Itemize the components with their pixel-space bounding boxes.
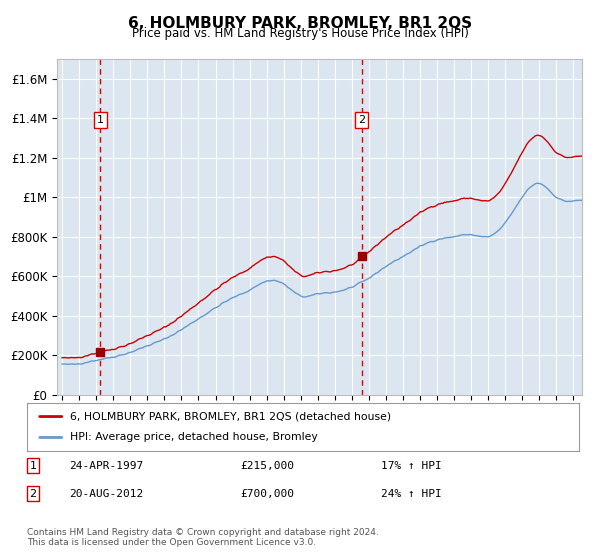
Text: 6, HOLMBURY PARK, BROMLEY, BR1 2QS: 6, HOLMBURY PARK, BROMLEY, BR1 2QS — [128, 16, 472, 31]
Text: £700,000: £700,000 — [240, 489, 294, 499]
Text: 1: 1 — [29, 461, 37, 471]
Text: 1: 1 — [97, 115, 104, 125]
Text: 6, HOLMBURY PARK, BROMLEY, BR1 2QS (detached house): 6, HOLMBURY PARK, BROMLEY, BR1 2QS (deta… — [70, 412, 391, 422]
Text: 2: 2 — [358, 115, 365, 125]
Text: Price paid vs. HM Land Registry's House Price Index (HPI): Price paid vs. HM Land Registry's House … — [131, 27, 469, 40]
Text: HPI: Average price, detached house, Bromley: HPI: Average price, detached house, Brom… — [70, 432, 318, 442]
Text: Contains HM Land Registry data © Crown copyright and database right 2024.
This d: Contains HM Land Registry data © Crown c… — [27, 528, 379, 547]
Text: 24% ↑ HPI: 24% ↑ HPI — [381, 489, 442, 499]
Text: 24-APR-1997: 24-APR-1997 — [69, 461, 143, 471]
Text: £215,000: £215,000 — [240, 461, 294, 471]
Text: 20-AUG-2012: 20-AUG-2012 — [69, 489, 143, 499]
Text: 17% ↑ HPI: 17% ↑ HPI — [381, 461, 442, 471]
Text: 2: 2 — [29, 489, 37, 499]
